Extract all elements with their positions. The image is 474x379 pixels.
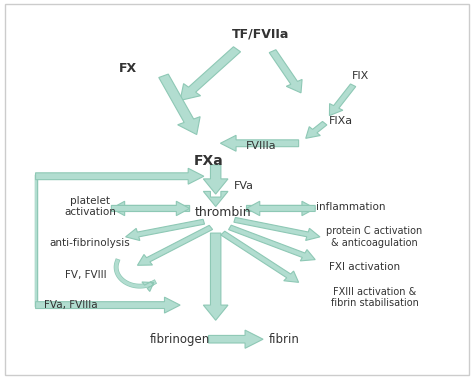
- Text: FV, FVIII: FV, FVIII: [64, 270, 106, 280]
- FancyArrow shape: [269, 50, 302, 93]
- FancyArrow shape: [203, 233, 228, 320]
- FancyArrow shape: [246, 201, 315, 216]
- FancyArrow shape: [220, 135, 299, 151]
- Text: FIXa: FIXa: [329, 116, 353, 126]
- Text: FXIII activation &
fibrin stabilisation: FXIII activation & fibrin stabilisation: [330, 287, 419, 308]
- FancyArrow shape: [142, 282, 154, 291]
- Text: inflammation: inflammation: [316, 202, 385, 211]
- Text: FIX: FIX: [352, 71, 369, 81]
- Text: anti-fibrinolysis: anti-fibrinolysis: [50, 238, 130, 247]
- FancyArrow shape: [111, 201, 190, 216]
- FancyArrow shape: [234, 218, 320, 240]
- FancyArrow shape: [228, 225, 315, 261]
- Text: FXI activation: FXI activation: [329, 262, 401, 272]
- FancyArrow shape: [221, 231, 299, 282]
- Text: fibrin: fibrin: [269, 333, 300, 346]
- FancyArrow shape: [209, 330, 263, 348]
- FancyArrow shape: [203, 191, 228, 207]
- FancyArrow shape: [159, 74, 200, 135]
- FancyArrow shape: [137, 226, 213, 265]
- FancyArrow shape: [306, 121, 327, 138]
- Text: protein C activation
& anticoagulation: protein C activation & anticoagulation: [326, 226, 423, 247]
- Text: platelet
activation: platelet activation: [64, 196, 116, 217]
- FancyArrow shape: [246, 201, 315, 216]
- Text: thrombin: thrombin: [194, 206, 251, 219]
- FancyArrow shape: [329, 84, 356, 116]
- Text: FX: FX: [119, 62, 137, 75]
- Text: fibrinogen: fibrinogen: [150, 333, 210, 346]
- FancyArrow shape: [180, 47, 240, 100]
- Text: FVIIIa: FVIIIa: [246, 141, 276, 151]
- Text: FVa: FVa: [234, 181, 254, 191]
- FancyArrow shape: [36, 297, 180, 313]
- Text: TF/FVIIa: TF/FVIIa: [232, 28, 290, 41]
- FancyArrow shape: [203, 165, 228, 194]
- Text: FVa, FVIIIa: FVa, FVIIIa: [44, 300, 98, 310]
- FancyArrow shape: [36, 168, 204, 184]
- FancyArrow shape: [126, 219, 205, 241]
- FancyArrow shape: [111, 201, 190, 216]
- Text: FXa: FXa: [194, 154, 223, 168]
